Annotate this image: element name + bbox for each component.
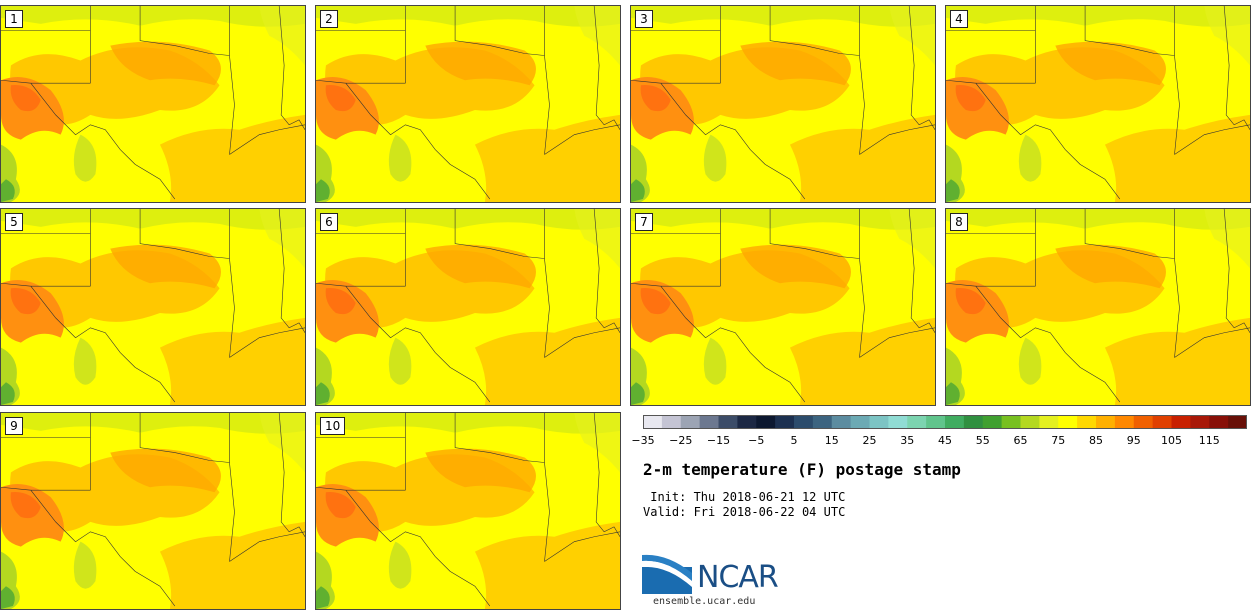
colorbar-swatch: [869, 415, 889, 429]
colorbar-tick-label: 85: [1089, 434, 1103, 447]
colorbar-swatch: [1171, 415, 1191, 429]
colorbar-tick-label: 65: [1013, 434, 1028, 447]
panel-number: 5: [5, 213, 23, 231]
init-time: Init: Thu 2018-06-21 12 UTC: [643, 490, 846, 504]
colorbar-swatch: [888, 415, 908, 429]
colorbar-swatch: [1114, 415, 1135, 429]
panel-number: 10: [320, 417, 346, 435]
colorbar-swatch: [775, 415, 795, 429]
colorbar-swatch: [907, 415, 927, 429]
colorbar-tick-label: 75: [1051, 434, 1066, 447]
panel-number: 9: [5, 417, 23, 435]
colorbar-swatch: [1096, 415, 1116, 429]
colorbar-swatch: [850, 415, 870, 429]
map-panel: 9: [0, 412, 306, 610]
panel-number: 6: [320, 213, 338, 231]
colorbar-swatch: [812, 415, 833, 429]
valid-time: Valid: Fri 2018-06-22 04 UTC: [643, 505, 846, 519]
map-panel: 6: [315, 208, 621, 406]
map-panel: 2: [315, 5, 621, 203]
colorbar-tick-label: 15: [824, 434, 839, 447]
colorbar-tick-label: 115: [1198, 434, 1220, 447]
ncar-logo-icon: [642, 554, 692, 594]
colorbar-tick-label: −15: [706, 434, 731, 447]
colorbar-tick-label: −25: [669, 434, 693, 447]
colorbar-swatch: [982, 415, 1003, 429]
chart-title: 2-m temperature (F) postage stamp: [643, 460, 961, 479]
colorbar-swatch: [1039, 415, 1059, 429]
colorbar-tick-label: 55: [975, 434, 990, 447]
colorbar-swatch: [945, 415, 965, 429]
colorbar-swatch: [1228, 415, 1247, 429]
colorbar-swatch: [661, 415, 682, 429]
colorbar-swatch: [756, 415, 776, 429]
colorbar-swatch: [1020, 415, 1040, 429]
colorbar-swatch: [1152, 415, 1172, 429]
colorbar-tick-label: −5: [748, 434, 765, 447]
colorbar-tick-label: 105: [1161, 434, 1182, 447]
colorbar-border: [643, 415, 1247, 429]
map-panel: 7: [630, 208, 936, 406]
colorbar-swatch: [1077, 415, 1097, 429]
colorbar-swatch: [1133, 415, 1154, 429]
colorbar-swatch: [1058, 415, 1078, 429]
colorbar-swatch: [643, 415, 663, 429]
colorbar-swatch: [718, 415, 738, 429]
colorbar-tick-label: 45: [938, 434, 952, 447]
map-panel: 1: [0, 5, 306, 203]
map-panel: 10: [315, 412, 621, 610]
colorbar-tick-label: 95: [1126, 434, 1141, 447]
colorbar-swatch: [699, 415, 719, 429]
colorbar-tick-label: −35: [631, 434, 655, 447]
colorbar-swatch: [680, 415, 701, 429]
map-panel: 5: [0, 208, 306, 406]
colorbar-swatch: [737, 415, 757, 429]
panel-number: 8: [950, 213, 968, 231]
colorbar-swatch: [926, 415, 946, 429]
panel-number: 1: [5, 10, 23, 28]
site-url: ensemble.ucar.edu: [653, 596, 756, 607]
panel-number: 3: [635, 10, 653, 28]
temperature-colorbar: [643, 415, 1247, 429]
map-panel: 8: [945, 208, 1251, 406]
ncar-logo-text: NCAR: [697, 560, 779, 595]
panel-number: 2: [320, 10, 338, 28]
colorbar-swatch: [1001, 415, 1021, 429]
colorbar-tick-label: 35: [900, 434, 915, 447]
map-panel: 3: [630, 5, 936, 203]
colorbar-tick-label: 5: [790, 434, 798, 447]
colorbar-tick-label: 25: [862, 434, 877, 447]
panel-number: 4: [950, 10, 968, 28]
colorbar-swatch: [1209, 415, 1229, 429]
colorbar-swatch: [1190, 415, 1210, 429]
colorbar-swatch: [831, 415, 852, 429]
colorbar-swatch: [794, 415, 814, 429]
panel-number: 7: [635, 213, 653, 231]
colorbar-swatch: [963, 415, 984, 429]
map-panel: 4: [945, 5, 1251, 203]
